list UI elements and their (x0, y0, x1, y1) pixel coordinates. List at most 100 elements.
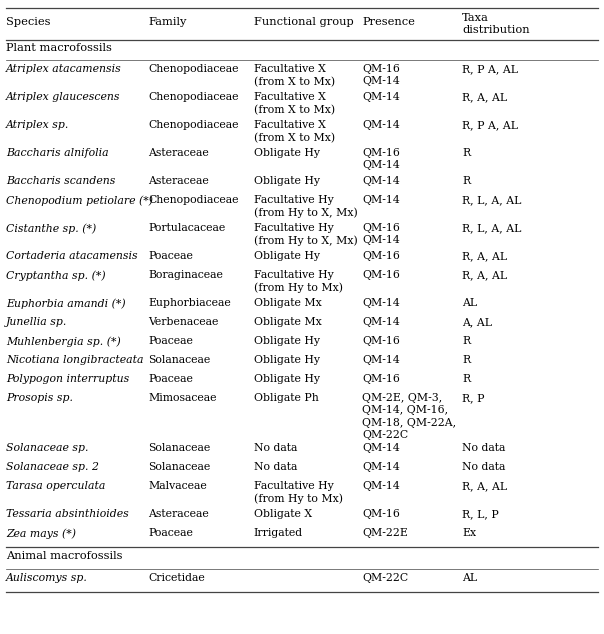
Text: QM-14: QM-14 (362, 195, 400, 205)
Text: R: R (462, 176, 470, 186)
Text: No data: No data (462, 443, 506, 453)
Text: Chenopodiaceae: Chenopodiaceae (148, 195, 239, 205)
Text: Poaceae: Poaceae (148, 528, 193, 538)
Text: QM-16: QM-16 (362, 270, 400, 280)
Text: Obligate Mx: Obligate Mx (254, 317, 321, 327)
Text: Chenopodiaceae: Chenopodiaceae (148, 64, 239, 74)
Text: QM-16
QM-14: QM-16 QM-14 (362, 64, 400, 86)
Text: Atriplex atacamensis: Atriplex atacamensis (6, 64, 122, 74)
Text: Presence: Presence (362, 17, 416, 27)
Text: Zea mays (*): Zea mays (*) (6, 528, 76, 538)
Text: Facultative Hy
(from Hy to Mx): Facultative Hy (from Hy to Mx) (254, 270, 342, 293)
Text: No data: No data (254, 462, 297, 472)
Text: Obligate X: Obligate X (254, 509, 312, 519)
Text: R, L, A, AL: R, L, A, AL (462, 195, 521, 205)
Text: QM-14: QM-14 (362, 176, 400, 186)
Text: QM-14: QM-14 (362, 443, 400, 453)
Text: QM-16: QM-16 (362, 251, 400, 261)
Text: R: R (462, 374, 470, 384)
Text: QM-14: QM-14 (362, 92, 400, 102)
Text: Muhlenbergia sp. (*): Muhlenbergia sp. (*) (6, 336, 121, 347)
Text: Malvaceae: Malvaceae (148, 481, 207, 491)
Text: Facultative Hy
(from Hy to X, Mx): Facultative Hy (from Hy to X, Mx) (254, 195, 358, 218)
Text: Obligate Hy: Obligate Hy (254, 176, 320, 186)
Text: QM-14: QM-14 (362, 298, 400, 308)
Text: Cortaderia atacamensis: Cortaderia atacamensis (6, 251, 138, 261)
Text: No data: No data (254, 443, 297, 453)
Text: R, P: R, P (462, 393, 484, 403)
Text: Facultative Hy
(from Hy to Mx): Facultative Hy (from Hy to Mx) (254, 481, 342, 504)
Text: Obligate Hy: Obligate Hy (254, 374, 320, 384)
Text: Obligate Hy: Obligate Hy (254, 251, 320, 261)
Text: R, P A, AL: R, P A, AL (462, 120, 518, 130)
Text: R, A, AL: R, A, AL (462, 92, 507, 102)
Text: Poaceae: Poaceae (148, 336, 193, 346)
Text: Chenopodiaceae: Chenopodiaceae (148, 120, 239, 130)
Text: Solanaceae sp.: Solanaceae sp. (6, 443, 89, 453)
Text: QM-16: QM-16 (362, 336, 400, 346)
Text: Asteraceae: Asteraceae (148, 148, 209, 158)
Text: Nicotiana longibracteata: Nicotiana longibracteata (6, 355, 144, 365)
Text: Obligate Hy: Obligate Hy (254, 355, 320, 365)
Text: AL: AL (462, 573, 477, 583)
Text: R, L, A, AL: R, L, A, AL (462, 223, 521, 233)
Text: R, L, P: R, L, P (462, 509, 499, 519)
Text: Cricetidae: Cricetidae (148, 573, 205, 583)
Text: Species: Species (6, 17, 51, 27)
Text: QM-22E: QM-22E (362, 528, 408, 538)
Text: Auliscomys sp.: Auliscomys sp. (6, 573, 88, 583)
Text: Solanaceae: Solanaceae (148, 462, 210, 472)
Text: Animal macrofossils: Animal macrofossils (6, 551, 123, 561)
Text: Facultative Hy
(from Hy to X, Mx): Facultative Hy (from Hy to X, Mx) (254, 223, 358, 246)
Text: R, P A, AL: R, P A, AL (462, 64, 518, 74)
Text: Chenopodiaceae: Chenopodiaceae (148, 92, 239, 102)
Text: Obligate Mx: Obligate Mx (254, 298, 321, 308)
Text: Junellia sp.: Junellia sp. (6, 317, 68, 327)
Text: Facultative X
(from X to Mx): Facultative X (from X to Mx) (254, 120, 335, 143)
Text: Portulacaceae: Portulacaceae (148, 223, 225, 233)
Text: QM-14: QM-14 (362, 317, 400, 327)
Text: R, A, AL: R, A, AL (462, 251, 507, 261)
Text: Facultative X
(from X to Mx): Facultative X (from X to Mx) (254, 92, 335, 115)
Text: R: R (462, 336, 470, 346)
Text: Obligate Hy: Obligate Hy (254, 148, 320, 158)
Text: Irrigated: Irrigated (254, 528, 303, 538)
Text: Family: Family (148, 17, 187, 27)
Text: Functional group: Functional group (254, 17, 353, 27)
Text: A, AL: A, AL (462, 317, 492, 327)
Text: Baccharis scandens: Baccharis scandens (6, 176, 115, 186)
Text: QM-22C: QM-22C (362, 573, 408, 583)
Text: Cryptantha sp. (*): Cryptantha sp. (*) (6, 270, 106, 281)
Text: Poaceae: Poaceae (148, 251, 193, 261)
Text: R: R (462, 355, 470, 365)
Text: AL: AL (462, 298, 477, 308)
Text: Solanaceae: Solanaceae (148, 443, 210, 453)
Text: Baccharis alnifolia: Baccharis alnifolia (6, 148, 109, 158)
Text: Obligate Hy: Obligate Hy (254, 336, 320, 346)
Text: Polypogon interruptus: Polypogon interruptus (6, 374, 129, 384)
Text: QM-14: QM-14 (362, 481, 400, 491)
Text: Poaceae: Poaceae (148, 374, 193, 384)
Text: Facultative X
(from X to Mx): Facultative X (from X to Mx) (254, 64, 335, 87)
Text: QM-16
QM-14: QM-16 QM-14 (362, 223, 400, 245)
Text: Obligate Ph: Obligate Ph (254, 393, 318, 403)
Text: QM-14: QM-14 (362, 120, 400, 130)
Text: Prosopis sp.: Prosopis sp. (6, 393, 73, 403)
Text: QM-16: QM-16 (362, 509, 400, 519)
Text: QM-2E, QM-3,
QM-14, QM-16,
QM-18, QM-22A,
QM-22C: QM-2E, QM-3, QM-14, QM-16, QM-18, QM-22A… (362, 393, 457, 440)
Text: QM-14: QM-14 (362, 462, 400, 472)
Text: Tarasa operculata: Tarasa operculata (6, 481, 106, 491)
Text: Solanaceae: Solanaceae (148, 355, 210, 365)
Text: Boraginaceae: Boraginaceae (148, 270, 223, 280)
Text: Cistanthe sp. (*): Cistanthe sp. (*) (6, 223, 96, 233)
Text: Euphorbiaceae: Euphorbiaceae (148, 298, 231, 308)
Text: Solanaceae sp. 2: Solanaceae sp. 2 (6, 462, 99, 472)
Text: Tessaria absinthioides: Tessaria absinthioides (6, 509, 129, 519)
Text: Euphorbia amandi (*): Euphorbia amandi (*) (6, 298, 126, 309)
Text: No data: No data (462, 462, 506, 472)
Text: QM-14: QM-14 (362, 355, 400, 365)
Text: Ex: Ex (462, 528, 476, 538)
Text: Mimosaceae: Mimosaceae (148, 393, 216, 403)
Text: R, A, AL: R, A, AL (462, 481, 507, 491)
Text: R, A, AL: R, A, AL (462, 270, 507, 280)
